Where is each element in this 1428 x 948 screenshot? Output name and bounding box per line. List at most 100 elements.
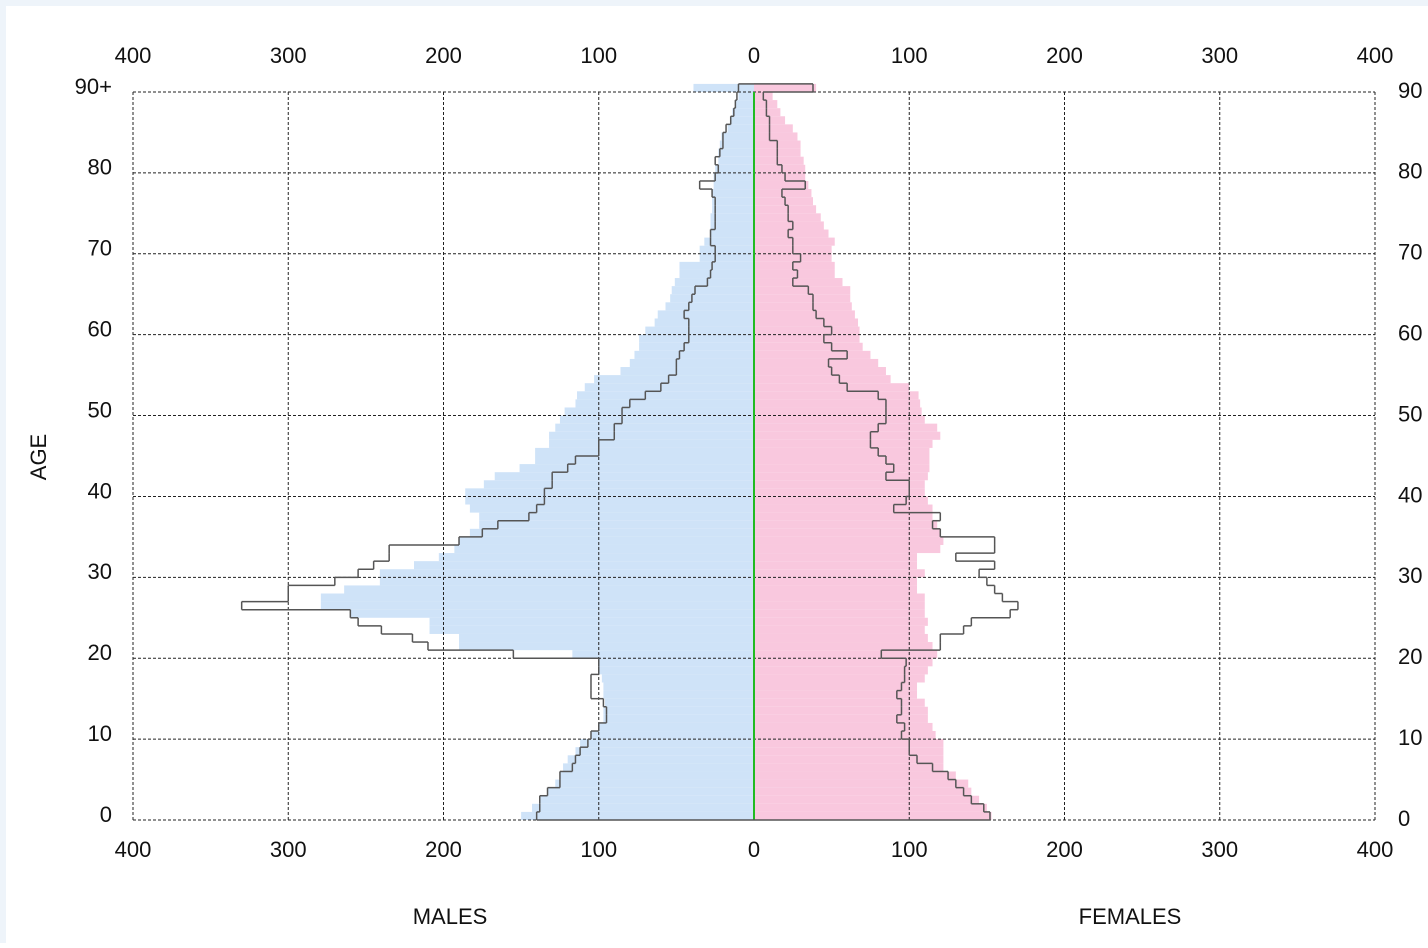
males-label: MALES xyxy=(413,904,488,929)
males-bar xyxy=(712,197,754,206)
males-bar xyxy=(598,722,754,732)
females-bar xyxy=(754,561,918,570)
males-bar xyxy=(494,472,754,481)
x-tick-label-top: 300 xyxy=(270,43,307,68)
females-bar xyxy=(754,383,910,392)
males-bar xyxy=(438,553,754,562)
females-bar xyxy=(754,787,972,796)
males-bar xyxy=(718,148,754,157)
males-bar xyxy=(634,350,754,359)
x-tick-label-top: 200 xyxy=(425,43,462,68)
females-bar xyxy=(754,706,928,715)
x-tick-label-bottom: 300 xyxy=(1201,837,1238,862)
males-bar xyxy=(738,92,754,101)
males-bar xyxy=(531,803,754,812)
males-bar xyxy=(670,294,754,303)
females-bar xyxy=(754,528,941,537)
males-bar xyxy=(459,536,754,545)
males-bar xyxy=(732,108,754,117)
females-bar xyxy=(754,811,992,820)
females-bar xyxy=(754,447,930,456)
y-tick-label: 40 xyxy=(88,478,112,503)
y2-tick-label: 30 xyxy=(1398,563,1422,588)
females-bar xyxy=(754,488,925,497)
females-bar xyxy=(754,197,813,206)
females-bar xyxy=(754,512,933,521)
males-bar xyxy=(379,577,754,586)
males-bar xyxy=(320,593,754,602)
males-bar xyxy=(639,342,754,351)
females-bar xyxy=(754,536,944,545)
males-bar xyxy=(721,132,754,141)
males-bar xyxy=(320,601,754,610)
females-bar xyxy=(754,350,871,359)
females-bar xyxy=(754,213,821,222)
females-bar xyxy=(754,690,918,699)
y-tick-label: 20 xyxy=(88,640,112,665)
males-bar xyxy=(577,391,754,400)
females-bar xyxy=(754,358,879,368)
males-bar xyxy=(604,698,754,707)
males-bar xyxy=(601,674,754,683)
females-bar xyxy=(754,164,806,173)
males-bar xyxy=(654,318,754,327)
males-bar xyxy=(563,763,754,772)
males-bar xyxy=(521,811,754,820)
x-tick-label-bottom: 200 xyxy=(425,837,462,862)
females-bar xyxy=(754,593,925,602)
males-bar xyxy=(564,407,754,416)
x-tick-label-top: 400 xyxy=(1357,43,1394,68)
males-bar xyxy=(559,415,754,424)
males-bar xyxy=(469,528,754,537)
females-bar xyxy=(754,229,829,238)
females-bar xyxy=(754,456,930,465)
males-bar xyxy=(350,609,754,618)
females-bar xyxy=(754,682,918,691)
females-bar xyxy=(754,294,851,303)
x-tick-label-bottom: 0 xyxy=(748,837,760,862)
males-bar xyxy=(719,140,754,149)
females-bar xyxy=(754,189,812,198)
x-tick-label-top: 0 xyxy=(748,43,760,68)
x-tick-label-top: 200 xyxy=(1046,43,1083,68)
males-bar xyxy=(344,585,754,594)
x-tick-label-top: 300 xyxy=(1201,43,1238,68)
males-bar xyxy=(469,504,754,513)
x-tick-label-top: 100 xyxy=(580,43,617,68)
y-tick-label: 70 xyxy=(88,236,112,261)
y-tick-label: 80 xyxy=(88,155,112,180)
x-tick-label-bottom: 100 xyxy=(580,837,617,862)
y2-tick-label: 40 xyxy=(1398,482,1422,507)
males-bar xyxy=(465,488,754,497)
males-bar xyxy=(535,456,754,465)
females-bar xyxy=(754,569,925,578)
x-tick-label-bottom: 300 xyxy=(270,837,307,862)
females-bar xyxy=(754,286,851,295)
females-bar xyxy=(754,755,944,764)
females-bar xyxy=(754,553,918,562)
females-bar xyxy=(754,124,793,133)
males-bar xyxy=(479,520,754,529)
females-bar xyxy=(754,642,933,651)
y-tick-label: 50 xyxy=(88,397,112,422)
females-bar xyxy=(754,698,925,707)
y-tick-label: 30 xyxy=(88,559,112,584)
males-bar xyxy=(379,569,754,578)
fills xyxy=(320,83,992,820)
males-bar xyxy=(535,447,754,456)
females-bar xyxy=(754,367,886,376)
males-bar xyxy=(679,269,754,279)
y2-tick-label: 90 xyxy=(1398,78,1422,103)
females-bar xyxy=(754,504,933,513)
females-bar xyxy=(754,763,944,772)
males-bar xyxy=(549,431,754,440)
y2-tick-label: 70 xyxy=(1398,240,1422,265)
females-bar xyxy=(754,407,922,416)
males-bar xyxy=(454,544,754,554)
males-bar xyxy=(414,561,754,570)
y-tick-label: 10 xyxy=(88,721,112,746)
females-bar xyxy=(754,601,925,610)
males-bar xyxy=(519,464,754,473)
males-bar xyxy=(657,310,754,319)
y-tick-label: 0 xyxy=(100,802,112,827)
